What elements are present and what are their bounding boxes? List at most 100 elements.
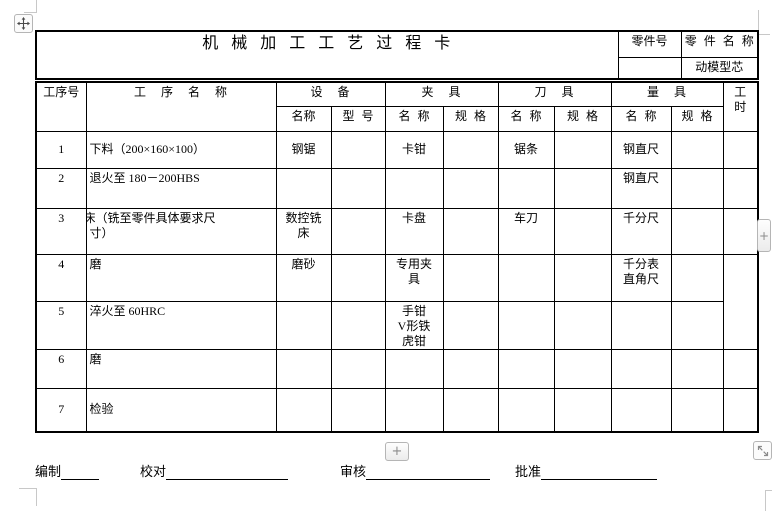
- proofread-by-text: 校对: [140, 464, 167, 479]
- header-work-hours: 工 时: [722, 81, 759, 132]
- cell-equip-model: [330, 387, 386, 433]
- cell-tool-spec: [553, 387, 612, 433]
- table-move-handle[interactable]: [14, 14, 33, 33]
- approved-by-text: 批准: [515, 464, 542, 479]
- cell-tool-spec: [553, 207, 612, 255]
- cell-tool-name: [497, 253, 555, 302]
- signature-line: [166, 466, 289, 480]
- prepared-by-label: 编制: [35, 461, 100, 480]
- header-equip-model: 型 号: [330, 105, 386, 132]
- header-sub-row: 名称 型 号 名 称 规 格 名 称 规 格 名 称 规 格: [36, 105, 758, 132]
- table-row: 动模型芯: [36, 56, 759, 80]
- cell-gauge-spec: [670, 253, 724, 302]
- signature-line: [541, 466, 658, 480]
- cell-gauge-spec: [670, 387, 724, 433]
- header-fixture: 夹 具: [384, 81, 499, 107]
- header-equipment: 设 备: [275, 81, 386, 107]
- cell-process-name: 磨: [85, 348, 277, 389]
- approved-by-label: 批准: [515, 461, 658, 480]
- cell-tool-name: 车刀: [497, 207, 555, 255]
- cell-fixture-name: [384, 167, 444, 209]
- cell-tool-spec: [553, 167, 612, 209]
- cell-equip-model: [330, 300, 386, 350]
- add-row-button[interactable]: +: [385, 442, 409, 461]
- header-tool-spec: 规 格: [553, 105, 612, 132]
- cell-equip-model: [330, 348, 386, 389]
- cell-process-no: 2: [35, 167, 87, 209]
- cell-fixture-spec: [442, 300, 499, 350]
- cell-fixture-name: [384, 387, 444, 433]
- cell-process-name: 磨: [85, 253, 277, 302]
- table-row: 7 检验: [35, 387, 759, 433]
- reviewed-by-label: 审核: [340, 461, 491, 480]
- prepared-by-text: 编制: [35, 464, 62, 479]
- cell-process-no: 5: [35, 300, 87, 350]
- cell-fixture-spec: [442, 130, 499, 169]
- resize-diagonal-icon: [757, 445, 768, 456]
- header-gauge-name: 名 称: [610, 105, 672, 132]
- header-gauge: 量 具: [610, 81, 724, 107]
- cell-gauge-name: [610, 300, 672, 350]
- cell-gauge-spec: [670, 300, 724, 350]
- add-column-button[interactable]: +: [757, 219, 771, 252]
- cell-process-no: 4: [35, 253, 87, 302]
- cell-gauge-spec: [670, 348, 724, 389]
- signature-line: [366, 466, 491, 480]
- cell-tool-spec: [553, 300, 612, 350]
- reviewed-by-text: 审核: [340, 464, 367, 479]
- cell-fixture-spec: [442, 207, 499, 255]
- table-row: 4 磨 磨砂 专用夹 具 千分表 直角尺: [35, 253, 759, 350]
- cell-gauge-spec: [670, 130, 724, 169]
- cell-tool-name: [497, 387, 555, 433]
- cell-tool-name: [497, 300, 555, 350]
- cell-gauge-name: 千分表 直角尺: [610, 253, 672, 302]
- cell-equip-name: 磨砂: [275, 253, 332, 302]
- cell-process-name: 下料（200×160×100）: [85, 130, 277, 169]
- header-tool-name: 名 称: [497, 105, 555, 132]
- cell-fixture-spec: [442, 348, 499, 389]
- cell-equip-name: [275, 300, 332, 350]
- cell-gauge-name: 千分尺: [610, 207, 672, 255]
- cell-equip-name: [275, 167, 332, 209]
- card-title: 机 械 加 工 工 艺 过 程 卡: [35, 30, 619, 80]
- process-card-table: 工序号 工 序 名 称 设 备 夹 具 刀 具 量 具 工 时 名称 型 号 名…: [35, 81, 760, 433]
- cell-fixture-name: 卡盘: [384, 207, 444, 255]
- cell-process-name: 检验: [85, 387, 277, 433]
- table-row: 5 淬火至 60HRC 手钳 V形铁 虎钳: [35, 300, 758, 350]
- part-no-value: [617, 56, 682, 80]
- table-row: 6 磨: [35, 348, 759, 389]
- cell-process-no: 1: [35, 130, 87, 169]
- table-row: 1 下料（200×160×100） 钢锯 卡钳 锯条 钢直尺: [35, 130, 759, 169]
- cell-equip-model: [330, 167, 386, 209]
- cell-tool-spec: [553, 348, 612, 389]
- cell-equip-name: [275, 348, 332, 389]
- proofread-by-label: 校对: [140, 461, 289, 480]
- table-row: 2 退火至 180－200HBS 钢直尺: [35, 167, 759, 209]
- header-equip-name: 名称: [275, 105, 332, 132]
- cell-gauge-spec: [670, 207, 724, 255]
- cell-tool-name: 锯条: [497, 130, 555, 169]
- header-row: 工序号 工 序 名 称 设 备 夹 具 刀 具 量 具 工 时: [35, 81, 759, 132]
- cell-gauge-name: [610, 348, 672, 389]
- part-name-label: 零 件 名 称: [680, 30, 759, 58]
- header-process-no: 工序号: [35, 81, 87, 132]
- cell-tool-name: [497, 348, 555, 389]
- table-resize-handle[interactable]: [753, 441, 772, 460]
- text-boundary-mark-top-right: [758, 10, 770, 35]
- header-gauge-spec: 规 格: [670, 105, 724, 132]
- cell-gauge-name: 钢直尺: [610, 130, 672, 169]
- cell-work-hours: [722, 167, 759, 209]
- header-process-name: 工 序 名 称: [85, 81, 277, 132]
- cell-equip-model: [330, 253, 386, 302]
- cell-fixture-name: [384, 348, 444, 389]
- text-boundary-mark-top-left: [24, 0, 37, 13]
- cell-equip-name: [275, 387, 332, 433]
- cell-process-no: 7: [35, 387, 87, 433]
- cell-equip-name: 钢锯: [275, 130, 332, 169]
- cell-fixture-spec: [442, 253, 499, 302]
- cell-fixture-name: 专用夹 具: [384, 253, 444, 302]
- cell-gauge-spec: [670, 167, 724, 209]
- cell-work-hours: [722, 207, 759, 255]
